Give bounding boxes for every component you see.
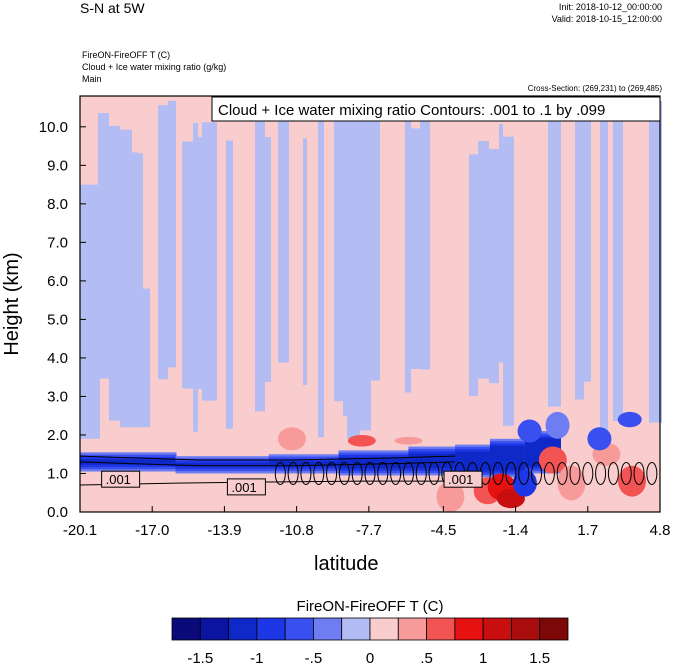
cloud-contours bbox=[79, 455, 658, 486]
colorbar-swatch bbox=[256, 617, 286, 641]
temperature-difference-field bbox=[80, 96, 662, 512]
contour-info-text: Cloud + Ice water mixing ratio Contours:… bbox=[218, 102, 605, 119]
colorbar: -1.5 -1 -.5 0 .5 1 1.5 bbox=[171, 617, 569, 667]
colorbar-tick-label: 1.5 bbox=[529, 650, 550, 667]
x-tick-label: -10.8 bbox=[280, 522, 314, 539]
colorbar-swatch bbox=[199, 617, 229, 641]
colorbar-tick-label: -1.5 bbox=[187, 650, 213, 667]
variable-label-3: Main bbox=[82, 74, 102, 84]
colorbar-swatch bbox=[482, 617, 512, 641]
colorbar-swatch bbox=[426, 617, 456, 641]
variable-label-2: Cloud + Ice water mixing ratio (g/kg) bbox=[82, 62, 227, 72]
colorbar-tick-label: -1 bbox=[250, 650, 263, 667]
contour-label-text: .001 bbox=[106, 472, 131, 487]
colorbar-swatch bbox=[369, 617, 399, 641]
contour-label: .001 bbox=[226, 478, 266, 496]
colorbar-tick-label: -.5 bbox=[305, 650, 323, 667]
plot-title: S-N at 5W bbox=[80, 0, 145, 16]
y-tick-label: 0.0 bbox=[47, 504, 68, 521]
colorbar-tick-label: 0 bbox=[366, 650, 374, 667]
colorbar-swatch bbox=[313, 617, 343, 641]
x-tick-label: -7.7 bbox=[356, 522, 382, 539]
x-tick-label: -4.5 bbox=[430, 522, 456, 539]
colorbar-swatch bbox=[454, 617, 484, 641]
y-tick-label: 9.0 bbox=[47, 157, 68, 174]
colorbar-tick-label: .5 bbox=[420, 650, 433, 667]
plot-frame bbox=[79, 95, 661, 513]
colorbar-tick-label: 1 bbox=[479, 650, 487, 667]
x-tick-label: -20.1 bbox=[63, 522, 97, 539]
colorbar-swatch bbox=[341, 617, 371, 641]
cross-section-label: Cross-Section: (269,231) to (269,485) bbox=[527, 84, 662, 93]
valid-time: Valid: 2018-10-15_12:00:00 bbox=[551, 14, 662, 24]
x-tick-label: 4.8 bbox=[650, 522, 671, 539]
x-axis: -20.1 -17.0 -13.9 -10.8 -7.7 -4.5 -1.4 1.7 4.8 bbox=[63, 506, 671, 539]
contour-label: .001 bbox=[443, 470, 483, 488]
variable-label-1: FireON-FireOFF T (C) bbox=[82, 50, 171, 60]
x-tick-label: -1.4 bbox=[503, 522, 529, 539]
colorbar-swatch bbox=[171, 617, 201, 641]
y-tick-label: 6.0 bbox=[47, 273, 68, 290]
y-tick-label: 1.0 bbox=[47, 465, 68, 482]
colorbar-swatch bbox=[284, 617, 314, 641]
x-tick-label: -17.0 bbox=[135, 522, 169, 539]
init-time: Init: 2018-10-12_00:00:00 bbox=[558, 2, 662, 12]
colorbar-title: FireON-FireOFF T (C) bbox=[297, 598, 444, 615]
x-tick-label: -13.9 bbox=[207, 522, 241, 539]
y-tick-label: 7.0 bbox=[47, 234, 68, 251]
y-tick-label: 2.0 bbox=[47, 427, 68, 444]
contour-label: .001 bbox=[101, 470, 141, 488]
y-tick-label: 8.0 bbox=[47, 196, 68, 213]
contour-label-text: .001 bbox=[231, 480, 256, 495]
colorbar-swatch bbox=[539, 617, 569, 641]
contour-label-text: .001 bbox=[448, 472, 473, 487]
contour-info-box: Cloud + Ice water mixing ratio Contours:… bbox=[211, 96, 661, 122]
colorbar-swatch bbox=[511, 617, 541, 641]
y-tick-label: 5.0 bbox=[47, 311, 68, 328]
contour-labels: .001 .001 .001 bbox=[101, 470, 483, 496]
colorbar-swatch bbox=[397, 617, 427, 641]
x-tick-label: 1.7 bbox=[577, 522, 598, 539]
y-axis-title: Height (km) bbox=[1, 252, 23, 355]
y-axis: 0.0 1.0 2.0 3.0 4.0 5.0 6.0 7.0 8.0 9.0 10.0 bbox=[39, 119, 86, 521]
x-axis-title: latitude bbox=[314, 553, 379, 575]
colorbar-swatch bbox=[228, 617, 258, 641]
y-tick-label: 4.0 bbox=[47, 350, 68, 367]
y-tick-label: 3.0 bbox=[47, 388, 68, 405]
y-tick-label: 10.0 bbox=[39, 119, 68, 136]
